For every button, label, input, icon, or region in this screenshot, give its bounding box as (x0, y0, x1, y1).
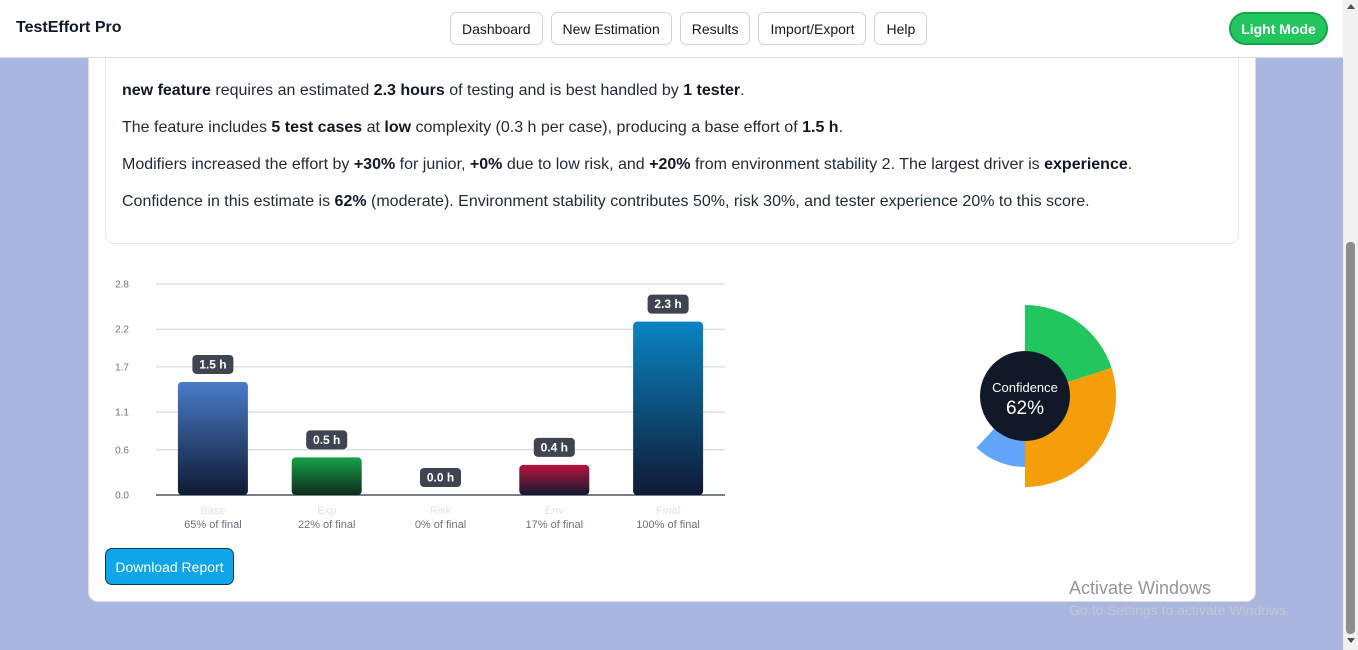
summary-text: . (838, 119, 844, 136)
percent-of-final-label: 100% of final (636, 519, 700, 531)
summary-text: at (362, 119, 385, 136)
category-label: Final (656, 505, 680, 517)
nav-import-export-button[interactable]: Import/Export (758, 12, 867, 45)
nav-dashboard-button[interactable]: Dashboard (450, 12, 543, 45)
y-tick-label: 0.0 (115, 491, 129, 502)
scroll-down-arrow-icon[interactable] (1347, 638, 1355, 643)
category-label: Base (200, 505, 225, 517)
confidence-value: 62% (1006, 398, 1044, 419)
summary-line-2: The feature includes 5 test cases at low… (122, 119, 843, 137)
summary-text: Confidence in this estimate is (122, 193, 335, 210)
summary-highlight: low (384, 119, 412, 136)
summary-text: complexity (0.3 h per case), producing a… (411, 119, 803, 136)
percent-of-final-label: 22% of final (298, 519, 355, 531)
category-label: Env (545, 505, 564, 517)
bar-final (633, 321, 704, 495)
nav-results-button[interactable]: Results (679, 12, 751, 45)
bar-exp (291, 457, 362, 495)
summary-text: from environment stability 2. The larges… (690, 156, 1045, 173)
activate-windows-watermark: Activate Windows Go to Settings to activ… (1069, 578, 1290, 618)
value-badge (192, 354, 234, 374)
value-badge (647, 294, 689, 314)
summary-highlight: +30% (353, 156, 396, 173)
category-label: Exp (317, 505, 336, 517)
y-tick-label: 2.8 (115, 280, 129, 291)
percent-of-final-label: 17% of final (526, 519, 583, 531)
summary-text: (moderate). Environment stability contri… (366, 193, 1090, 210)
value-badge (306, 430, 348, 450)
summary-highlight: 2.3 hours (373, 82, 445, 99)
bar-value-label: 1.5 h (199, 357, 226, 371)
summary-line-1: new feature requires an estimated 2.3 ho… (122, 82, 745, 100)
y-tick-label: 1.7 (115, 362, 129, 373)
summary-highlight: new feature (122, 82, 211, 99)
summary-line-4: Confidence in this estimate is 62% (mode… (122, 193, 1090, 211)
bar-value-label: 0.4 h (541, 440, 568, 454)
summary-highlight: 62% (334, 193, 367, 210)
summary-text: . (1127, 156, 1133, 173)
watermark-title: Activate Windows (1069, 578, 1212, 598)
summary-text: for junior, (395, 156, 470, 173)
value-badge (533, 437, 575, 457)
y-tick-label: 0.6 (115, 445, 129, 456)
summary-text: Modifiers increased the effort by (122, 156, 354, 173)
category-label: Risk (430, 505, 452, 517)
summary-highlight: +0% (469, 156, 503, 173)
light-mode-toggle[interactable]: Light Mode (1229, 12, 1328, 45)
effort-breakdown-bar-chart: 0.0 0.6 1.1 1.7 2.2 2.8 1.5 h Base 65% of final 0… (115, 280, 725, 531)
y-tick-label: 1.1 (115, 408, 129, 419)
summary-highlight: 5 test cases (271, 119, 363, 136)
app-brand: TestEffort Pro (16, 19, 122, 36)
scroll-up-arrow-icon[interactable] (1347, 4, 1355, 9)
donut-center (980, 351, 1070, 441)
percent-of-final-label: 0% of final (415, 519, 466, 531)
bar-base (177, 381, 248, 495)
bar-env (519, 464, 590, 495)
summary-highlight: 1 tester (683, 82, 741, 99)
nav-new-estimation-button[interactable]: New Estimation (550, 12, 672, 45)
bar-value-label: 0.0 h (427, 471, 454, 485)
summary-line-3: Modifiers increased the effort by +30% f… (122, 156, 1132, 174)
summary-highlight: experience (1044, 156, 1128, 173)
summary-text: of testing and is best handled by (444, 82, 684, 99)
summary-text: due to low risk, and (502, 156, 650, 173)
confidence-donut-chart: Confidence 62% (976, 305, 1116, 487)
summary-text: . (740, 82, 745, 99)
estimate-summary: new feature requires an estimated 2.3 ho… (105, 40, 1239, 244)
summary-text: requires an estimated (210, 82, 374, 99)
confidence-title: Confidence (992, 380, 1058, 395)
page-scrollbar[interactable] (1343, 0, 1358, 650)
scrollbar-thumb[interactable] (1346, 242, 1355, 634)
download-report-button[interactable]: Download Report (105, 548, 234, 585)
y-tick-label: 2.2 (115, 325, 129, 336)
value-badge (420, 468, 461, 487)
percent-of-final-label: 65% of final (184, 519, 241, 531)
watermark-subtitle: Go to Settings to activate Windows. (1069, 602, 1290, 618)
nav-help-button[interactable]: Help (874, 12, 928, 45)
bar-value-label: 0.5 h (313, 433, 340, 447)
main-nav: Dashboard New Estimation Results Import/… (450, 12, 928, 45)
summary-highlight: +20% (649, 156, 691, 173)
bar-value-label: 2.3 h (654, 297, 681, 311)
summary-text: The feature includes (122, 119, 272, 136)
top-navbar: TestEffort Pro Dashboard New Estimation … (0, 0, 1343, 58)
summary-highlight: 1.5 h (802, 119, 839, 136)
